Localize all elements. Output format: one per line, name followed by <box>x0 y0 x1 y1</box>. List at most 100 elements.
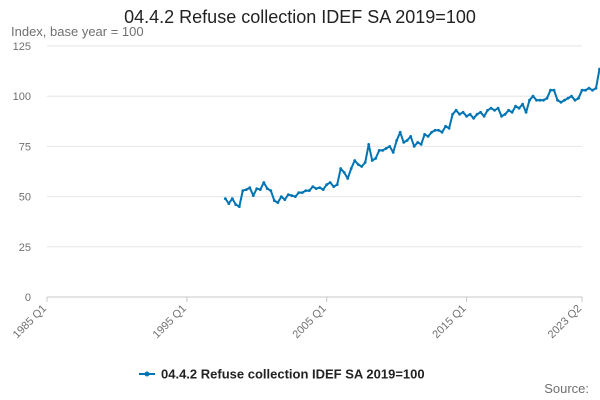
data-point <box>584 88 587 92</box>
y-tick-label: 25 <box>19 242 31 254</box>
x-tick-label: 2015 Q1 <box>430 303 468 341</box>
data-point <box>276 201 280 205</box>
y-tick-label: 125 <box>13 41 31 53</box>
data-point <box>458 112 461 116</box>
data-point <box>577 96 580 100</box>
data-point <box>430 130 433 134</box>
data-point <box>388 145 392 148</box>
y-tick-label: 75 <box>19 141 31 153</box>
legend-series-label[interactable]: 04.4.2 Refuse collection IDEF SA 2019=10… <box>161 367 425 382</box>
data-point <box>293 195 297 199</box>
data-point <box>542 98 545 102</box>
source-label: Source: <box>544 381 589 396</box>
data-point <box>573 98 577 102</box>
data-point <box>269 189 273 193</box>
data-point <box>370 159 374 162</box>
data-point <box>486 108 489 112</box>
data-point <box>286 193 290 197</box>
x-tick-label: 2023 Q2 <box>546 303 584 341</box>
data-point <box>248 186 252 190</box>
data-point <box>482 114 486 118</box>
data-point <box>223 197 227 201</box>
gridlines <box>47 45 582 298</box>
data-point <box>587 86 591 90</box>
data-point <box>349 167 353 170</box>
data-point <box>566 96 570 100</box>
series-line <box>224 68 600 208</box>
data-point <box>290 194 294 198</box>
data-point <box>300 191 304 195</box>
data-point <box>412 145 416 148</box>
data-point <box>489 106 493 110</box>
data-point <box>465 114 468 118</box>
data-point <box>353 159 357 162</box>
data-point <box>272 199 276 203</box>
data-point <box>356 163 360 166</box>
data-point <box>321 188 325 192</box>
data-point <box>591 88 594 92</box>
data-point <box>556 98 559 102</box>
data-point <box>391 151 395 154</box>
data-point <box>398 130 402 134</box>
plot-area <box>223 67 600 209</box>
data-point <box>241 189 245 193</box>
data-point <box>360 165 364 168</box>
data-point <box>559 100 563 104</box>
data-point <box>377 149 381 152</box>
data-point <box>426 135 430 138</box>
data-point <box>279 195 283 199</box>
data-point <box>472 116 475 120</box>
data-point <box>451 112 454 116</box>
data-point <box>507 108 510 112</box>
data-point <box>339 167 343 170</box>
data-point <box>496 106 500 110</box>
legend-marker-icon <box>144 371 150 377</box>
data-point <box>514 104 517 108</box>
data-point <box>545 96 549 100</box>
data-point <box>318 186 322 190</box>
y-tick-label: 100 <box>13 91 31 103</box>
chart-title: 04.4.2 Refuse collection IDEF SA 2019=10… <box>124 7 476 27</box>
data-point <box>244 188 248 192</box>
data-point <box>535 98 538 102</box>
data-point <box>521 102 524 106</box>
x-tick-label: 2005 Q1 <box>291 303 329 341</box>
data-point <box>325 183 329 187</box>
data-point <box>440 130 444 134</box>
legend[interactable]: 04.4.2 Refuse collection IDEF SA 2019=10… <box>139 367 425 382</box>
data-point <box>402 141 406 144</box>
data-point <box>384 147 388 150</box>
data-point <box>454 108 458 112</box>
data-point <box>444 124 447 128</box>
y-tick-label: 50 <box>19 192 31 204</box>
x-axis: 1985 Q1 1995 Q1 2005 Q1 2015 Q1 2023 Q2 <box>11 297 584 341</box>
data-point <box>447 126 451 130</box>
data-point <box>230 197 234 201</box>
data-point <box>265 187 269 191</box>
data-point <box>237 205 241 209</box>
data-point <box>503 112 507 116</box>
data-point <box>255 187 259 191</box>
data-point <box>479 110 482 114</box>
data-point <box>381 149 385 152</box>
data-point <box>234 203 238 207</box>
data-point <box>283 198 287 202</box>
data-point <box>367 143 371 146</box>
data-point <box>468 112 472 116</box>
data-point <box>531 94 535 98</box>
data-point <box>517 106 521 110</box>
data-point <box>395 139 399 142</box>
data-point <box>346 177 350 180</box>
data-point <box>549 88 552 92</box>
data-point <box>510 110 514 114</box>
data-point <box>297 191 301 195</box>
data-point <box>258 188 262 192</box>
data-point <box>461 110 465 114</box>
data-point <box>524 110 528 114</box>
data-point <box>314 187 318 191</box>
data-point <box>500 114 503 118</box>
data-point <box>342 171 346 174</box>
data-point <box>493 108 496 112</box>
x-tick-label: 1995 Q1 <box>151 303 189 341</box>
